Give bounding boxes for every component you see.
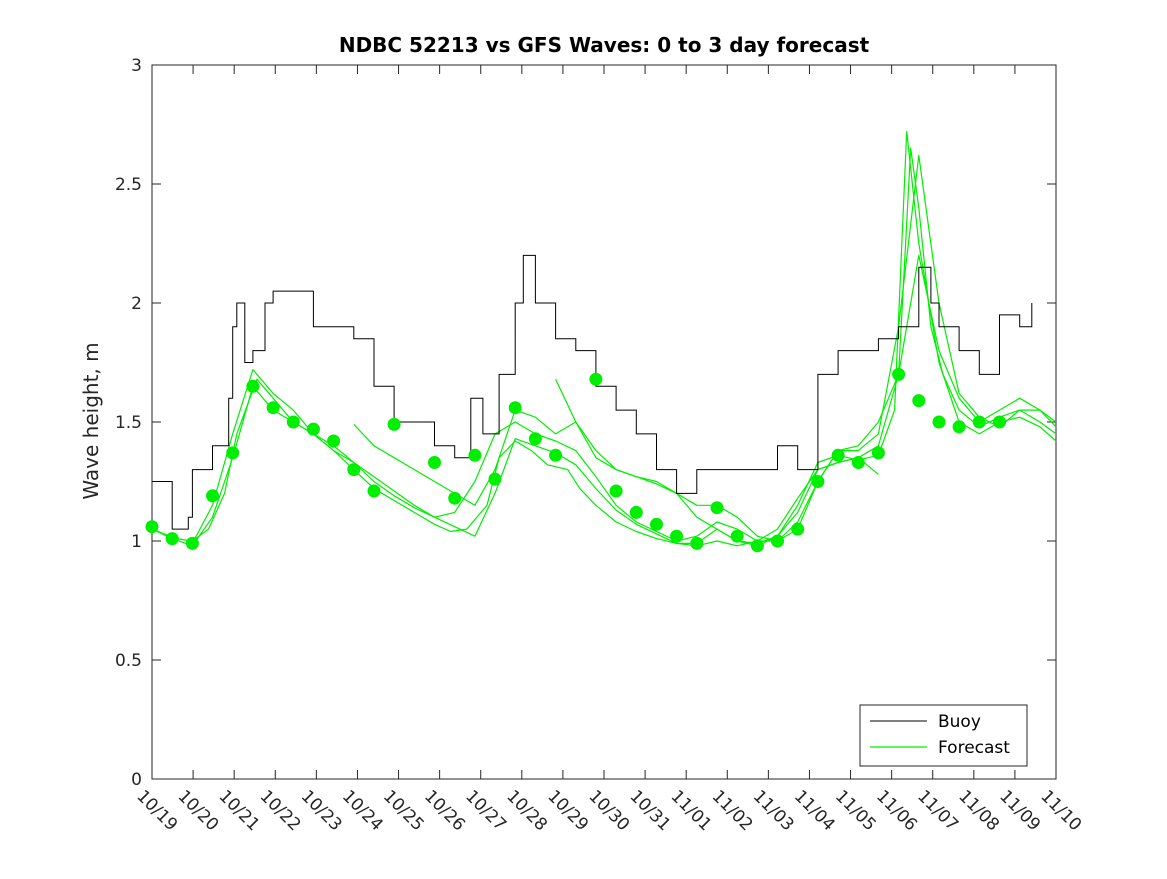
legend-label-forecast: Forecast [938,738,1010,758]
forecast-marker [286,415,300,429]
forecast-series [151,131,1057,547]
x-tick-label: 10/20 [174,786,223,835]
forecast-marker [851,456,865,469]
y-tick-label: 3 [131,56,142,76]
forecast-marker [690,536,704,550]
y-tick-label: 0.5 [115,651,142,671]
legend: Buoy Forecast [859,704,1028,767]
x-tick-label: 10/22 [256,786,305,835]
forecast-marker [589,372,603,386]
y-tick-label: 2 [131,294,142,314]
buoy-line [152,254,1033,530]
y-axis: 0 0.5 1 1.5 2 2.5 3 [115,56,1056,790]
forecast-markers [145,367,1006,553]
forecast-marker [892,367,906,381]
forecast-marker [347,463,361,477]
x-tick-label: 11/09 [995,786,1044,835]
buoy-series [152,254,1033,530]
x-tick-label: 10/26 [420,786,469,835]
x-tick-label: 11/03 [749,786,798,835]
forecast-marker [246,379,260,393]
y-tick-label: 0 [131,770,142,790]
forecast-marker [448,491,462,505]
forecast-marker [730,529,744,543]
x-tick-label: 10/27 [461,786,510,835]
forecast-marker [549,448,563,462]
y-tick-label: 1 [131,532,142,552]
forecast-marker [750,539,764,553]
legend-label-buoy: Buoy [938,712,981,732]
forecast-marker [771,534,784,548]
forecast-marker [791,522,805,536]
x-tick-label: 10/30 [584,786,633,835]
x-tick-label: 10/21 [215,786,264,835]
forecast-line-2 [151,131,1057,547]
forecast-line-1 [151,147,1057,547]
forecast-marker [871,446,885,460]
forecast-marker [165,532,179,546]
forecast-marker [145,520,159,534]
forecast-marker [266,401,280,415]
forecast-line-3 [191,154,1057,544]
forecast-marker [327,434,341,448]
y-tick-label: 1.5 [115,413,142,433]
y-axis-label: Wave height, m [79,342,103,499]
forecast-marker [206,489,219,503]
x-tick-label: 10/23 [297,786,346,835]
x-tick-label: 10/29 [543,786,592,835]
forecast-marker [468,448,482,462]
forecast-marker [226,446,240,460]
x-tick-label: 10/31 [626,786,675,835]
x-tick-label: 11/06 [872,786,921,835]
x-tick-label: 10/24 [338,786,387,835]
forecast-marker [932,415,946,429]
forecast-marker [306,422,320,436]
x-tick-label: 10/25 [379,786,428,835]
forecast-marker [367,484,381,498]
forecast-marker [387,417,401,431]
forecast-marker [831,448,845,462]
y-tick-label: 2.5 [115,175,142,195]
x-tick-label: 11/04 [790,786,839,835]
chart-title: NDBC 52213 vs GFS Waves: 0 to 3 day fore… [339,33,870,57]
forecast-marker [629,505,643,519]
legend-box [859,704,1028,767]
forecast-line-5 [555,378,879,545]
x-tick-label: 11/05 [831,786,880,835]
forecast-marker [185,536,199,550]
forecast-line-4 [353,254,1057,542]
forecast-marker [972,415,986,429]
forecast-marker [811,475,825,488]
x-tick-label: 10/28 [502,786,551,835]
forecast-marker [670,529,684,543]
forecast-marker [609,484,623,498]
forecast-marker [488,472,502,486]
forecast-marker [952,420,966,434]
forecast-marker [710,501,724,515]
forecast-marker [912,394,926,408]
x-tick-label: 11/02 [708,786,757,835]
forecast-marker [650,517,663,531]
forecast-marker [508,401,522,415]
x-tick-label: 10/19 [132,786,181,835]
x-tick-label: 11/01 [667,786,716,835]
x-tick-label: 11/08 [954,786,1003,835]
x-tick-label: 11/10 [1036,786,1085,835]
x-tick-label: 11/07 [913,786,962,835]
forecast-marker [428,456,441,469]
forecast-marker [528,432,542,446]
forecast-marker [993,415,1006,429]
